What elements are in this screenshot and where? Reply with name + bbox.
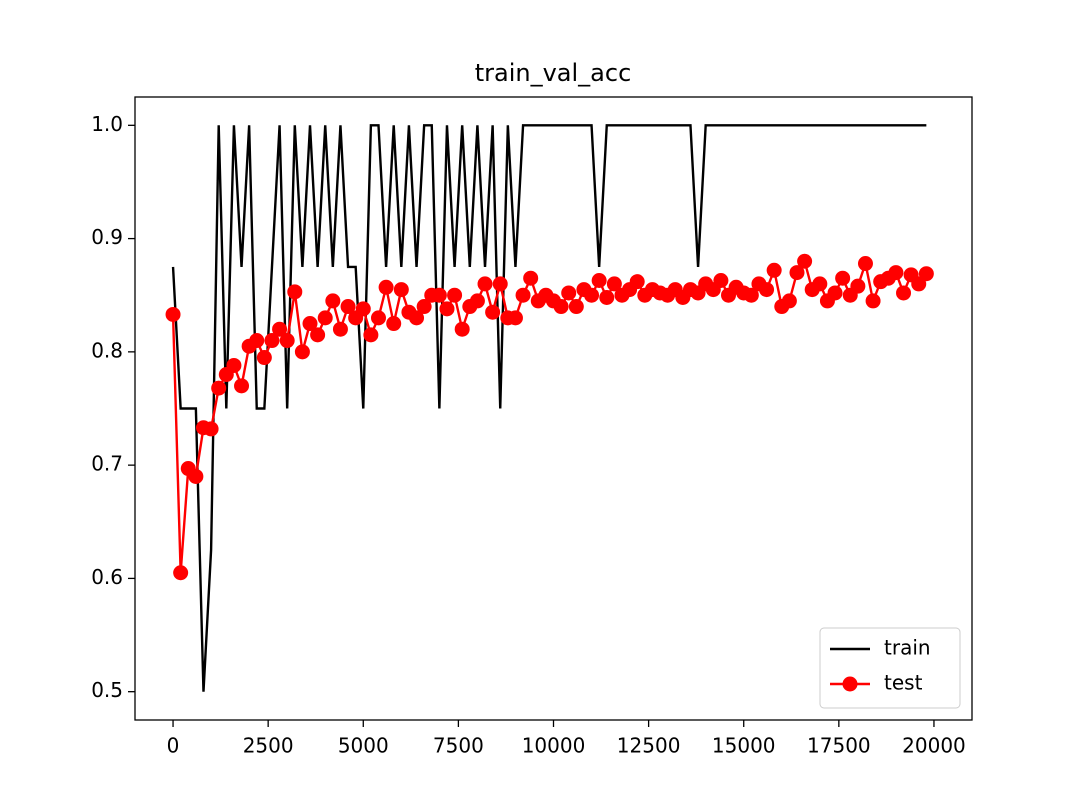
x-tick-label: 10000 xyxy=(522,734,586,758)
plot-frame xyxy=(134,96,973,721)
x-tick-label: 7500 xyxy=(433,734,484,758)
chart-title: train_val_acc xyxy=(475,59,632,87)
data-point xyxy=(857,256,873,272)
data-point xyxy=(599,289,615,305)
data-point xyxy=(896,285,912,301)
x-tick-label: 5000 xyxy=(338,734,389,758)
data-point xyxy=(226,357,242,373)
data-point xyxy=(287,284,303,300)
x-tick-label: 20000 xyxy=(902,734,966,758)
data-point xyxy=(370,310,386,326)
data-point xyxy=(279,333,295,349)
data-point xyxy=(249,333,265,349)
x-tick-label: 2500 xyxy=(243,734,294,758)
data-point xyxy=(553,299,569,315)
data-point xyxy=(294,344,310,360)
data-point xyxy=(272,321,288,337)
legend-label: test xyxy=(884,671,923,695)
data-point xyxy=(393,282,409,298)
x-tick-label: 0 xyxy=(167,734,180,758)
y-tick-label: 0.9 xyxy=(91,225,123,249)
data-point xyxy=(431,287,447,303)
data-point xyxy=(165,306,181,322)
data-point xyxy=(766,262,782,278)
data-point xyxy=(865,293,881,309)
data-point xyxy=(568,299,584,315)
data-point xyxy=(332,321,348,337)
data-point xyxy=(812,276,828,292)
data-point xyxy=(173,565,189,581)
data-point xyxy=(492,276,508,292)
data-point xyxy=(355,301,371,317)
data-point xyxy=(888,265,904,281)
y-tick-label: 0.7 xyxy=(91,452,123,476)
data-point xyxy=(378,279,394,295)
data-point xyxy=(447,287,463,303)
data-point xyxy=(485,304,501,320)
data-point xyxy=(606,276,622,292)
data-point xyxy=(386,316,402,332)
x-tick-label: 17500 xyxy=(807,734,871,758)
data-point xyxy=(310,327,326,343)
y-tick-label: 0.8 xyxy=(91,338,123,362)
data-point xyxy=(515,287,531,303)
data-point xyxy=(203,421,219,437)
data-point xyxy=(713,273,729,289)
data-point xyxy=(591,273,607,289)
data-point xyxy=(340,299,356,315)
data-point xyxy=(409,310,425,326)
data-point xyxy=(416,299,432,315)
x-tick-label: 15000 xyxy=(712,734,776,758)
data-point xyxy=(743,287,759,303)
data-point xyxy=(781,293,797,309)
legend-label: train xyxy=(884,636,931,660)
data-point xyxy=(850,278,866,294)
data-point xyxy=(629,274,645,290)
data-point xyxy=(211,380,227,396)
data-point xyxy=(789,265,805,281)
data-point xyxy=(454,321,470,337)
data-point xyxy=(584,287,600,303)
data-point xyxy=(256,350,272,366)
data-point xyxy=(835,270,851,286)
data-point xyxy=(759,282,775,298)
data-point xyxy=(827,285,843,301)
data-point xyxy=(234,378,250,394)
data-point xyxy=(188,468,204,484)
data-point xyxy=(561,285,577,301)
y-tick-label: 0.5 xyxy=(91,678,123,702)
data-point xyxy=(439,301,455,317)
data-point xyxy=(918,266,934,282)
data-point xyxy=(911,276,927,292)
data-point xyxy=(477,276,493,292)
legend-marker xyxy=(842,676,858,692)
data-point xyxy=(302,316,318,332)
data-point xyxy=(363,327,379,343)
y-tick-label: 1.0 xyxy=(91,112,123,136)
series-line xyxy=(171,124,927,692)
x-tick-label: 12500 xyxy=(617,734,681,758)
data-point xyxy=(325,293,341,309)
data-point xyxy=(507,310,523,326)
data-point xyxy=(317,310,333,326)
data-point xyxy=(797,253,813,269)
data-point xyxy=(523,270,539,286)
data-point xyxy=(264,333,280,349)
y-tick-label: 0.6 xyxy=(91,565,123,589)
data-point xyxy=(469,293,485,309)
